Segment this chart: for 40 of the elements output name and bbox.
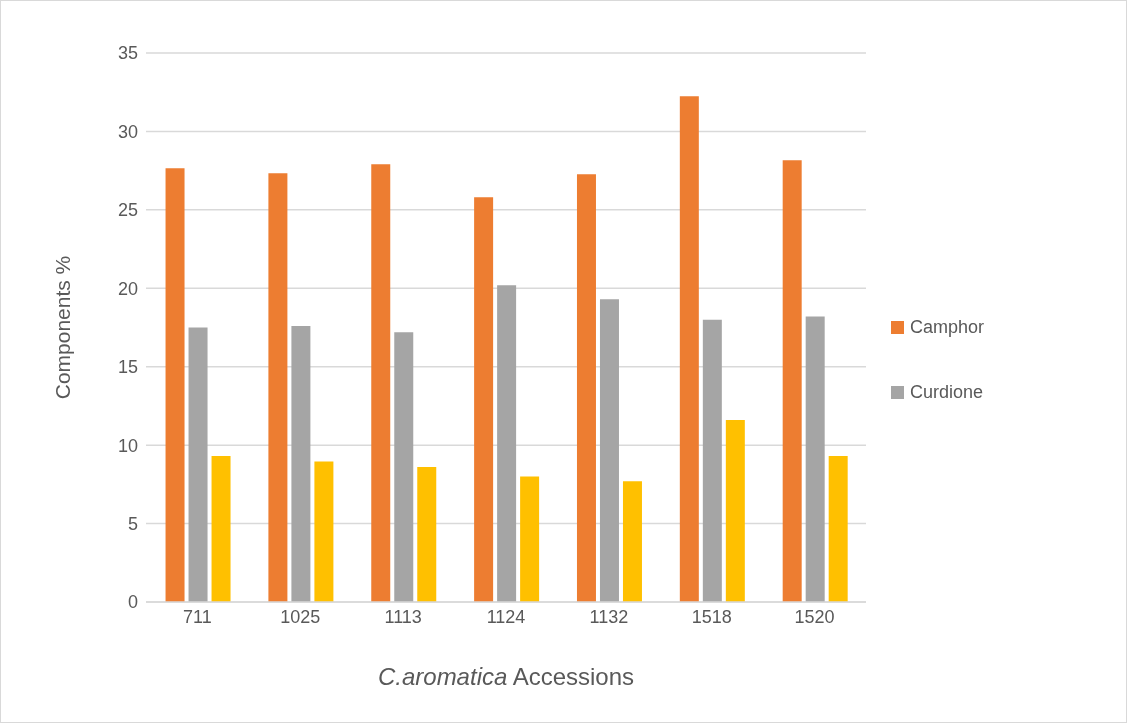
bar xyxy=(576,174,596,602)
bar xyxy=(165,168,185,602)
bar xyxy=(725,420,745,602)
bar xyxy=(291,325,311,602)
bar xyxy=(782,160,802,602)
y-axis-title: Components % xyxy=(51,255,75,400)
y-tick-label: 25 xyxy=(117,200,138,221)
bar xyxy=(394,332,414,602)
bar xyxy=(474,197,494,602)
bar xyxy=(371,164,391,602)
bar xyxy=(497,285,517,602)
bar xyxy=(211,456,231,602)
y-tick-label: 15 xyxy=(117,357,138,378)
x-tick-label: 1124 xyxy=(486,606,526,627)
y-tick-label: 30 xyxy=(117,121,138,142)
legend-label: Camphor xyxy=(910,316,985,338)
y-tick-label: 35 xyxy=(117,43,138,64)
bar xyxy=(805,316,825,602)
x-tick-label: 1518 xyxy=(691,606,732,627)
y-tick-label: 20 xyxy=(117,278,138,299)
bar xyxy=(520,476,540,602)
bar xyxy=(622,481,642,602)
y-tick-label: 5 xyxy=(127,513,138,534)
legend-label: Curdione xyxy=(910,381,984,403)
y-tick-label: 10 xyxy=(117,435,138,456)
bar xyxy=(702,319,722,602)
bar xyxy=(314,461,334,602)
x-tick-label: 1520 xyxy=(794,606,835,627)
x-tick-label: 1132 xyxy=(589,606,629,627)
bar xyxy=(679,96,699,602)
y-tick-label: 0 xyxy=(127,592,138,613)
bar xyxy=(268,173,288,602)
bar xyxy=(599,299,619,602)
x-tick-label: 711 xyxy=(183,606,212,627)
x-axis-title: C.aromatica Accessions xyxy=(376,663,636,691)
bar xyxy=(188,327,208,602)
bar xyxy=(417,467,437,602)
x-tick-label: 1025 xyxy=(280,606,321,627)
x-tick-label: 1113 xyxy=(384,606,422,627)
bar xyxy=(828,456,848,602)
